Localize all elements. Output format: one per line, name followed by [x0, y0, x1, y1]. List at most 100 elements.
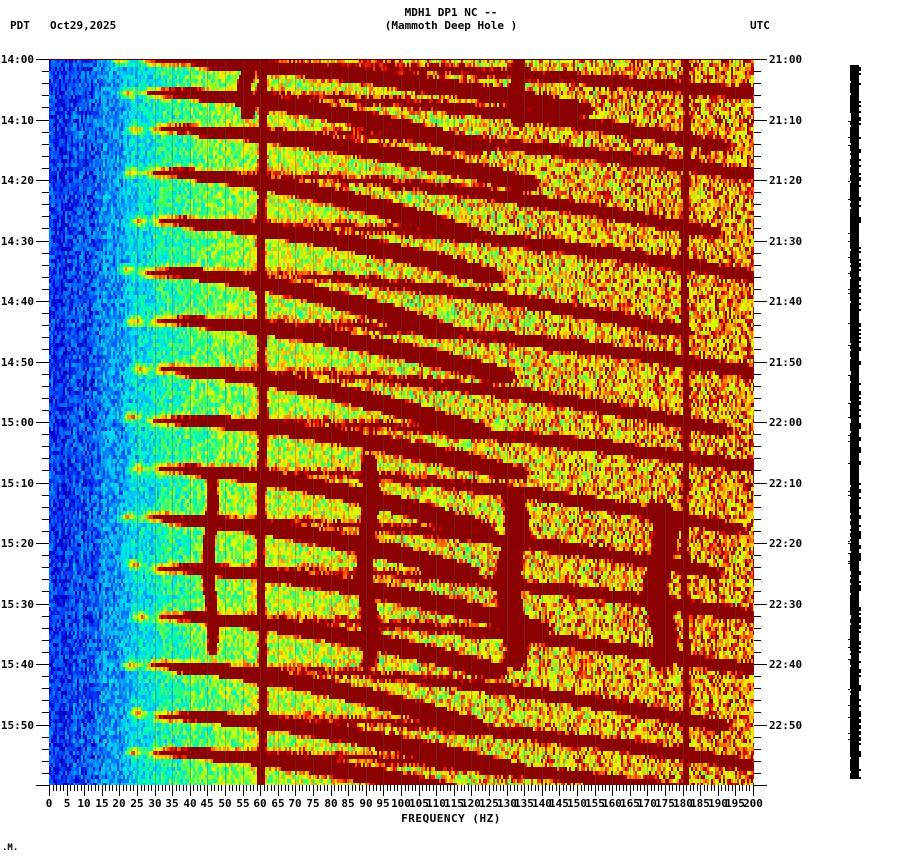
x-tick-minor	[654, 785, 655, 791]
x-tick-minor	[387, 785, 388, 791]
x-tick-major	[454, 785, 455, 796]
y-tick-minor	[42, 700, 49, 701]
y-tick-major	[36, 120, 49, 121]
x-tick-minor	[623, 785, 624, 791]
x-tick-minor	[408, 785, 409, 791]
y-label-local-1540: 15:40	[0, 658, 34, 671]
y-tick-major	[754, 180, 767, 181]
x-tick-minor	[162, 785, 163, 791]
x-tick-minor	[415, 785, 416, 791]
x-tick-minor	[605, 785, 606, 791]
x-tick-minor	[609, 785, 610, 791]
x-label-125: 125	[479, 797, 499, 810]
y-tick-minor	[42, 192, 49, 193]
x-tick-major	[313, 785, 314, 796]
x-tick-major	[630, 785, 631, 796]
x-tick-minor	[693, 785, 694, 791]
x-tick-minor	[299, 785, 300, 791]
y-label-local-1410: 14:10	[0, 114, 34, 127]
y-tick-minor	[42, 712, 49, 713]
x-tick-major	[471, 785, 472, 796]
x-tick-minor	[464, 785, 465, 791]
y-tick-minor	[42, 446, 49, 447]
y-label-utc-2120: 21:20	[769, 174, 803, 187]
x-tick-minor	[70, 785, 71, 791]
x-tick-minor	[77, 785, 78, 791]
y-label-local-1450: 14:50	[0, 356, 34, 369]
y-tick-minor	[754, 216, 761, 217]
x-tick-minor	[461, 785, 462, 791]
x-tick-minor	[236, 785, 237, 791]
y-tick-major	[754, 725, 767, 726]
x-tick-major	[401, 785, 402, 796]
x-tick-minor	[193, 785, 194, 791]
y-tick-minor	[754, 313, 761, 314]
y-tick-minor	[754, 132, 761, 133]
y-label-local-1440: 14:40	[0, 295, 34, 308]
x-axis-labels: 0 5 10 15 20 25 30 35 40 45 50 55 60 65 70 75 80 85 90 95 10…	[0, 798, 902, 814]
y-tick-minor	[754, 204, 761, 205]
x-tick-minor	[707, 785, 708, 791]
spectrogram-canvas[interactable]	[49, 59, 754, 785]
y-tick-minor	[42, 591, 49, 592]
x-tick-minor	[626, 785, 627, 791]
x-label-20: 20	[112, 797, 126, 810]
spectrogram-plot[interactable]	[49, 59, 754, 785]
y-tick-minor	[42, 265, 49, 266]
x-tick-major	[278, 785, 279, 796]
x-tick-minor	[742, 785, 743, 791]
y-tick-minor	[754, 228, 761, 229]
y-tick-minor	[42, 628, 49, 629]
y-tick-minor	[754, 591, 761, 592]
x-tick-minor	[229, 785, 230, 791]
x-tick-major	[595, 785, 596, 796]
y-tick-minor	[754, 640, 761, 641]
x-tick-minor	[521, 785, 522, 791]
y-tick-minor	[754, 83, 761, 84]
x-tick-minor	[394, 785, 395, 791]
y-tick-major	[36, 664, 49, 665]
y-axis-local-time: 14:00 14:10 14:20 14:30 14:40 14:50 15:00 15:10…	[0, 54, 49, 786]
timezone-label-right: UTC	[750, 19, 770, 32]
x-tick-major	[559, 785, 560, 796]
x-tick-minor	[746, 785, 747, 791]
x-tick-minor	[514, 785, 515, 791]
x-tick-minor	[221, 785, 222, 791]
x-label-140: 140	[532, 797, 552, 810]
x-tick-minor	[309, 785, 310, 791]
x-tick-minor	[126, 785, 127, 791]
x-label-70: 70	[288, 797, 302, 810]
y-tick-minor	[42, 144, 49, 145]
x-tick-major	[735, 785, 736, 796]
x-tick-minor	[288, 785, 289, 791]
x-tick-minor	[246, 785, 247, 791]
x-tick-minor	[661, 785, 662, 791]
y-tick-minor	[42, 168, 49, 169]
x-label-15: 15	[95, 797, 109, 810]
x-tick-major	[225, 785, 226, 796]
x-label-175: 175	[655, 797, 675, 810]
x-tick-minor	[450, 785, 451, 791]
x-tick-minor	[133, 785, 134, 791]
timezone-label-left: PDT	[10, 19, 30, 32]
y-tick-minor	[42, 313, 49, 314]
y-label-utc-2220: 22:20	[769, 537, 803, 550]
y-tick-minor	[42, 749, 49, 750]
y-tick-minor	[754, 71, 761, 72]
x-tick-minor	[588, 785, 589, 791]
x-tick-major	[542, 785, 543, 796]
x-label-60: 60	[253, 797, 267, 810]
y-tick-minor	[42, 495, 49, 496]
x-tick-minor	[549, 785, 550, 791]
y-tick-minor	[754, 616, 761, 617]
x-tick-major	[577, 785, 578, 796]
y-tick-minor	[42, 761, 49, 762]
x-label-55: 55	[236, 797, 250, 810]
y-tick-minor	[42, 531, 49, 532]
x-tick-minor	[341, 785, 342, 791]
x-label-50: 50	[218, 797, 232, 810]
x-tick-minor	[573, 785, 574, 791]
y-tick-major	[754, 543, 767, 544]
x-tick-minor	[158, 785, 159, 791]
x-tick-minor	[433, 785, 434, 791]
